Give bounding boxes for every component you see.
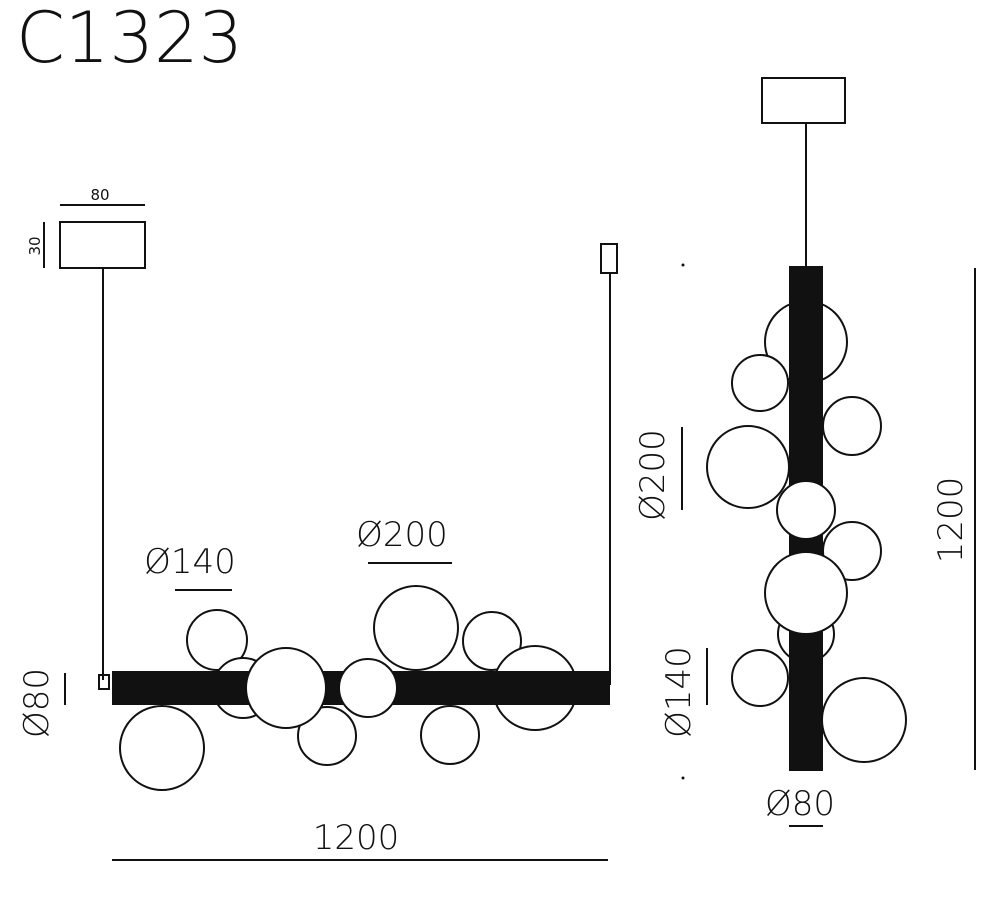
globe xyxy=(119,705,205,791)
dot xyxy=(681,776,685,780)
canopy xyxy=(761,77,846,124)
side-view: Ø200 Ø140 Ø80 1200 xyxy=(633,77,976,827)
hook xyxy=(98,674,110,690)
globe xyxy=(186,609,248,671)
dim-label: 80 xyxy=(90,186,109,204)
dim-label: Ø140 xyxy=(659,646,699,738)
dim-label: Ø200 xyxy=(356,515,448,555)
globe xyxy=(420,705,480,765)
dim-label: Ø80 xyxy=(765,784,835,824)
globe xyxy=(821,677,907,763)
globe xyxy=(297,706,357,766)
dim-label: Ø200 xyxy=(633,429,673,521)
globe xyxy=(731,354,789,412)
globe xyxy=(373,585,459,671)
globe xyxy=(462,611,522,671)
front-view: 80 30 Ø80 Ø140 Ø200 1200 xyxy=(17,186,618,861)
dim-label: Ø80 xyxy=(17,668,57,738)
canopy xyxy=(600,243,618,274)
title: C1323 xyxy=(16,0,243,79)
dot xyxy=(681,263,685,267)
globe xyxy=(822,396,882,456)
globe xyxy=(731,649,789,707)
globe xyxy=(338,658,398,718)
canopy xyxy=(59,221,146,269)
dim-label: 30 xyxy=(26,236,44,255)
globe xyxy=(764,551,848,635)
dim-label: 1200 xyxy=(931,477,971,564)
dim-label: Ø140 xyxy=(144,542,236,582)
globe xyxy=(776,480,836,540)
globe xyxy=(245,647,327,729)
dim-label: 1200 xyxy=(313,818,400,858)
globe xyxy=(706,425,790,509)
